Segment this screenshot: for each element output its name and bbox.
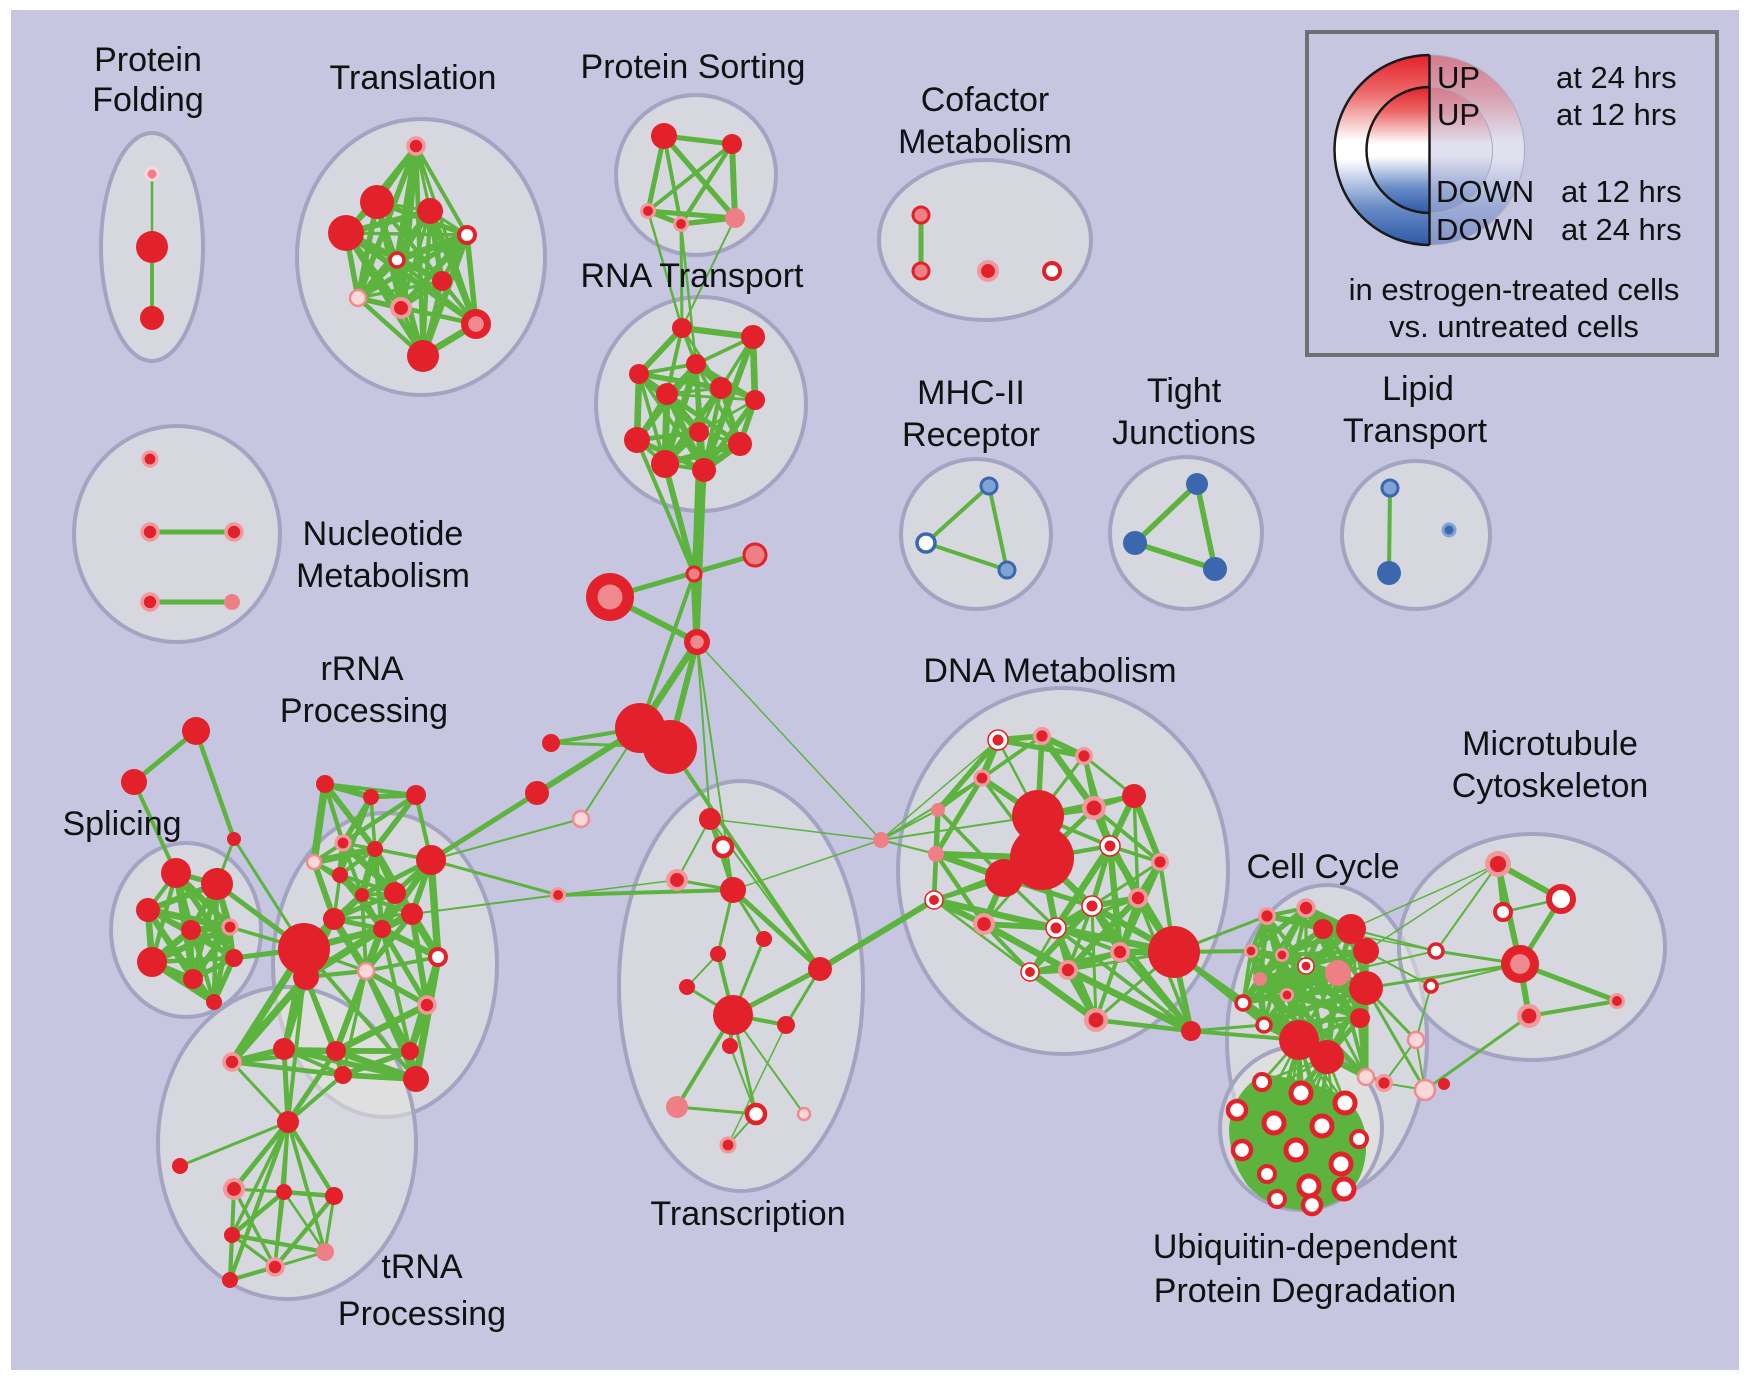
svg-text:DOWN: DOWN bbox=[1436, 174, 1534, 209]
svg-text:at 24 hrs: at 24 hrs bbox=[1556, 60, 1677, 95]
svg-text:Transport: Transport bbox=[1343, 412, 1488, 450]
svg-text:Tight: Tight bbox=[1147, 372, 1222, 410]
svg-text:Cytoskeleton: Cytoskeleton bbox=[1452, 767, 1649, 805]
svg-text:RNA Transport: RNA Transport bbox=[581, 257, 805, 295]
svg-text:Translation: Translation bbox=[330, 59, 497, 97]
svg-text:UP: UP bbox=[1437, 60, 1480, 95]
svg-text:tRNA: tRNA bbox=[381, 1248, 463, 1286]
svg-text:Protein Degradation: Protein Degradation bbox=[1154, 1272, 1456, 1310]
svg-text:MHC-II: MHC-II bbox=[917, 374, 1025, 412]
svg-text:Cofactor: Cofactor bbox=[921, 81, 1050, 119]
svg-text:Junctions: Junctions bbox=[1112, 414, 1256, 452]
svg-text:Protein: Protein bbox=[94, 41, 202, 79]
svg-text:Folding: Folding bbox=[92, 81, 204, 119]
svg-text:Cell Cycle: Cell Cycle bbox=[1246, 848, 1399, 886]
svg-text:Metabolism: Metabolism bbox=[898, 123, 1072, 161]
svg-text:Ubiquitin-dependent: Ubiquitin-dependent bbox=[1153, 1228, 1458, 1266]
svg-text:Processing: Processing bbox=[280, 692, 448, 730]
svg-text:Processing: Processing bbox=[338, 1295, 506, 1333]
svg-text:Receptor: Receptor bbox=[902, 416, 1040, 454]
svg-text:UP: UP bbox=[1437, 97, 1480, 132]
svg-text:DOWN: DOWN bbox=[1436, 212, 1534, 247]
svg-text:Microtubule: Microtubule bbox=[1462, 725, 1638, 763]
svg-text:Splicing: Splicing bbox=[62, 805, 181, 843]
svg-text:at 12 hrs: at 12 hrs bbox=[1556, 97, 1677, 132]
svg-text:at 12 hrs: at 12 hrs bbox=[1561, 174, 1682, 209]
svg-text:Transcription: Transcription bbox=[650, 1195, 845, 1233]
svg-text:vs. untreated cells: vs. untreated cells bbox=[1389, 309, 1639, 344]
svg-text:rRNA: rRNA bbox=[320, 650, 403, 688]
svg-text:Lipid: Lipid bbox=[1382, 370, 1454, 408]
svg-text:Metabolism: Metabolism bbox=[296, 557, 470, 595]
svg-text:at 24 hrs: at 24 hrs bbox=[1561, 212, 1682, 247]
svg-text:Nucleotide: Nucleotide bbox=[303, 515, 464, 553]
svg-text:in estrogen-treated cells: in estrogen-treated cells bbox=[1349, 272, 1680, 307]
svg-text:DNA Metabolism: DNA Metabolism bbox=[923, 652, 1176, 690]
svg-text:Protein Sorting: Protein Sorting bbox=[581, 48, 806, 86]
